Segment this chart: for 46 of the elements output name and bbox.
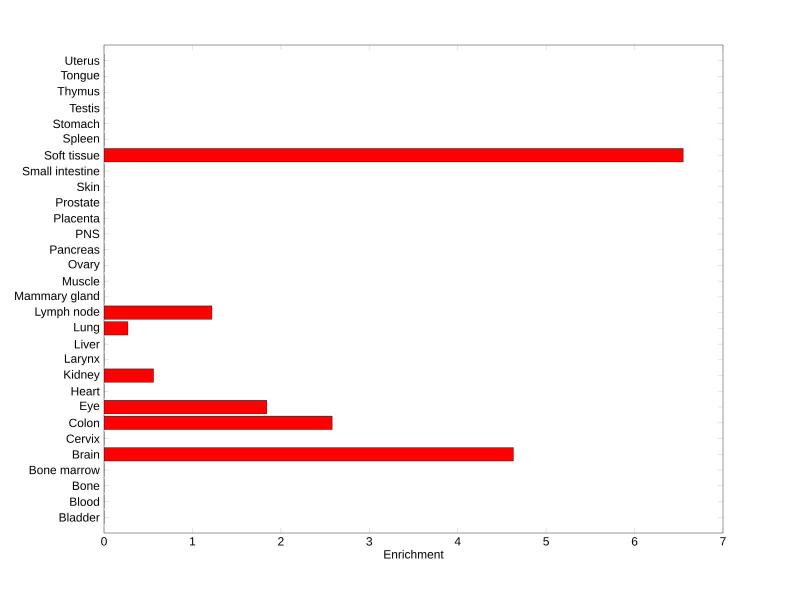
y-tick-label: Cervix: [66, 434, 100, 443]
y-tick-label: Brain: [72, 450, 100, 459]
x-tick-label: 2: [278, 537, 284, 546]
y-tick-label: Heart: [72, 387, 100, 396]
y-tick-label: Larynx: [64, 354, 100, 366]
y-tick-label: Spleen: [63, 134, 100, 146]
x-tick-label: 6: [632, 537, 638, 546]
y-tick-label: Small intestine: [22, 166, 100, 176]
bar: [104, 416, 332, 430]
x-tick-label: 7: [720, 537, 726, 546]
y-tick-label: Soft tissue: [44, 150, 100, 160]
bar: [104, 321, 128, 336]
y-tick-label: Tongue: [60, 71, 100, 82]
y-tick-label: Uterus: [66, 56, 100, 65]
bar: [104, 306, 212, 320]
bar: [104, 368, 154, 382]
y-tick-label: Liver: [74, 340, 100, 348]
y-tick-label: Thymus: [58, 86, 100, 98]
x-tick-label: 0: [101, 537, 107, 546]
y-tick-label: Eye: [80, 402, 100, 412]
y-tick-label: Prostate: [56, 198, 100, 207]
y-tick-label: Pancreas: [50, 245, 100, 254]
y-tick-label: Muscle: [62, 276, 100, 286]
x-tick-label: 3: [366, 537, 372, 546]
y-tick-label: Bladder: [60, 512, 100, 522]
y-tick-label: PNS: [76, 230, 100, 238]
y-tick-label: Ovary: [68, 260, 100, 271]
y-tick-label: Stomach: [53, 119, 100, 128]
y-tick-label: Colon: [69, 418, 100, 428]
y-tick-label: Blood: [70, 497, 100, 506]
y-tick-label: Testis: [70, 104, 100, 112]
x-axis-title: Enrichment: [384, 550, 444, 559]
x-tick-label: 1: [190, 537, 196, 546]
y-tick-label: Bone marrow: [30, 466, 100, 474]
x-tick-label: 4: [454, 537, 461, 546]
bar: [104, 148, 684, 162]
y-tick-label: Kidney: [64, 370, 100, 382]
y-tick-label: Mammary gland: [15, 291, 100, 302]
bar: [104, 400, 267, 414]
bar: [104, 447, 514, 462]
y-tick-label: Lymph node: [35, 307, 100, 318]
y-tick-label: Bone: [72, 482, 100, 490]
x-tick-label: 5: [543, 537, 549, 546]
y-tick-label: Skin: [77, 182, 100, 192]
y-tick-label: Placenta: [54, 214, 100, 223]
y-tick-label: Lung: [74, 323, 100, 334]
